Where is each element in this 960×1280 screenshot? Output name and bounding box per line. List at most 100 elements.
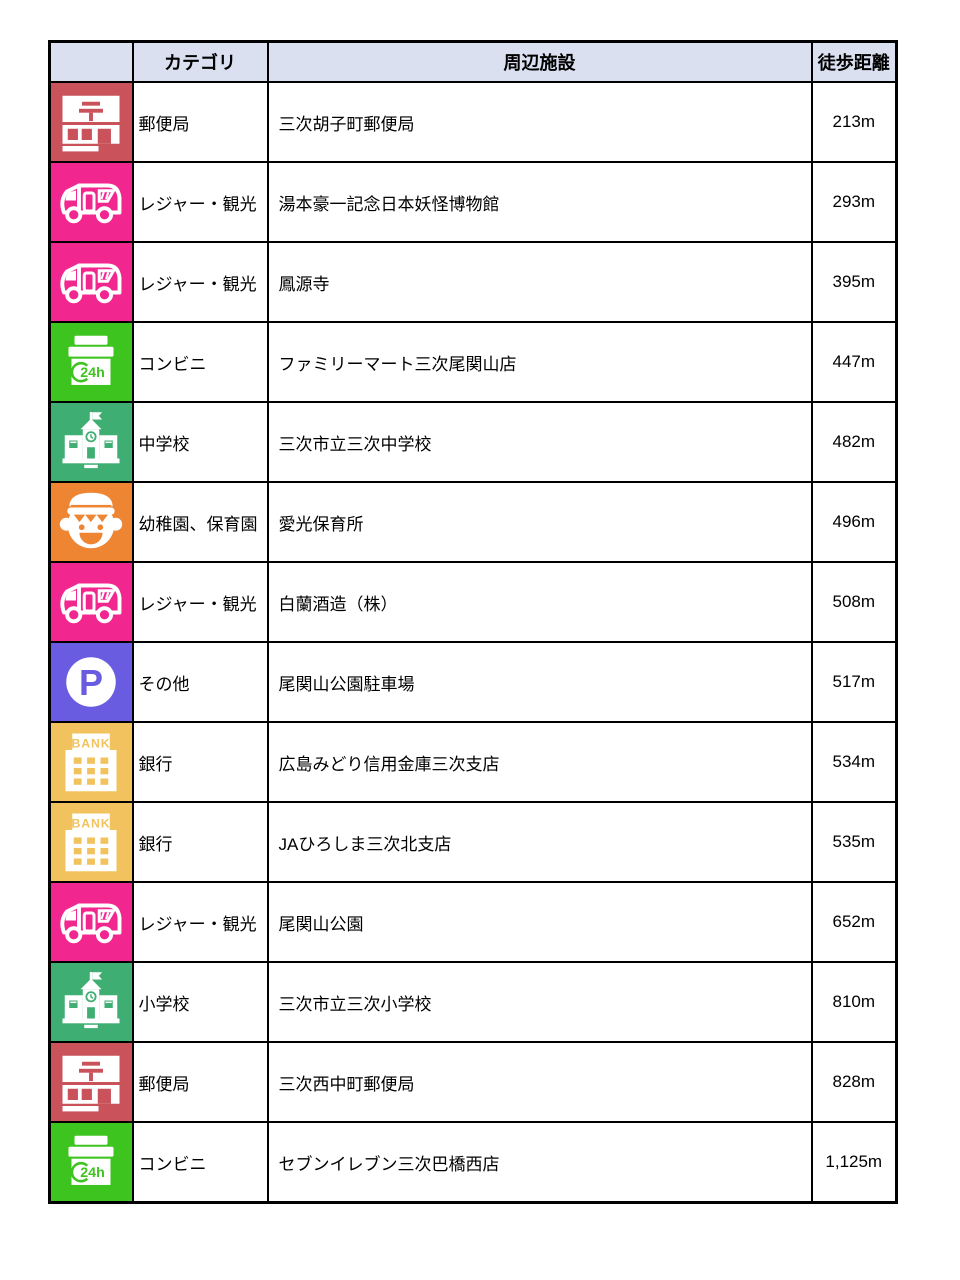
facility-name: セブンイレブン三次巴橋西店	[266, 1121, 813, 1204]
table-row: その他 尾関山公園駐車場 517m	[48, 641, 898, 723]
icon-use	[63, 972, 120, 1028]
icon-use	[67, 657, 117, 707]
table-row: コンビニ ファミリーマート三次尾関山店 447m	[48, 321, 898, 403]
facility-name: 三次胡子町郵便局	[266, 81, 813, 163]
category-label: 銀行	[131, 721, 269, 803]
icon-use	[69, 1136, 114, 1185]
header-distance: 徒歩距離	[810, 40, 898, 83]
category-icon-cell	[48, 801, 134, 883]
bank-icon	[54, 726, 128, 798]
kindergarten-child-icon	[54, 486, 128, 558]
category-icon-cell	[48, 721, 134, 803]
facility-name: 鳳源寺	[266, 241, 813, 323]
facility-table-body: 郵便局 三次胡子町郵便局 213m レジャー・観光 湯本豪一記念日本妖怪博物館 …	[48, 81, 898, 1204]
icon-use	[66, 814, 117, 872]
bank-icon	[54, 806, 128, 878]
category-label: レジャー・観光	[131, 241, 269, 323]
walk-distance: 447m	[810, 321, 898, 403]
facility-name: JAひろしま三次北支店	[266, 801, 813, 883]
category-icon-cell	[48, 641, 134, 723]
icon-use	[63, 412, 120, 468]
category-label: 中学校	[131, 401, 269, 483]
leisure-rv-icon	[54, 566, 128, 638]
table-row: 銀行 広島みどり信用金庫三次支店 534m	[48, 721, 898, 803]
icon-use	[69, 336, 114, 385]
school-icon	[54, 406, 128, 478]
walk-distance: 293m	[810, 161, 898, 243]
category-icon-cell	[48, 561, 134, 643]
category-icon-cell	[48, 1041, 134, 1123]
table-header-row: カテゴリ 周辺施設 徒歩距離	[48, 40, 898, 83]
category-icon-cell	[48, 881, 134, 963]
table-row: レジャー・観光 白蘭酒造（株） 508m	[48, 561, 898, 643]
facility-name: 湯本豪一記念日本妖怪博物館	[266, 161, 813, 243]
nearby-facilities-table-container: カテゴリ 周辺施設 徒歩距離 郵便局 三次胡子町郵便局 213m レジャー・観光…	[48, 40, 898, 1204]
convenience-store-24h-icon	[54, 1126, 128, 1198]
category-label: コンビニ	[131, 321, 269, 403]
table-row: 郵便局 三次西中町郵便局 828m	[48, 1041, 898, 1123]
table-row: 小学校 三次市立三次小学校 810m	[48, 961, 898, 1043]
walk-distance: 496m	[810, 481, 898, 563]
category-icon-cell	[48, 81, 134, 163]
icon-use	[66, 734, 117, 792]
table-row: 銀行 JAひろしま三次北支店 535m	[48, 801, 898, 883]
leisure-rv-icon	[54, 886, 128, 958]
category-label: 郵便局	[131, 1041, 269, 1123]
post-office-icon	[54, 1046, 128, 1118]
icon-use	[63, 1056, 120, 1112]
facility-name: 尾関山公園駐車場	[266, 641, 813, 723]
facility-name: 三次西中町郵便局	[266, 1041, 813, 1123]
table-row: レジャー・観光 鳳源寺 395m	[48, 241, 898, 323]
category-label: レジャー・観光	[131, 881, 269, 963]
post-office-icon	[54, 86, 128, 158]
facility-name: 三次市立三次中学校	[266, 401, 813, 483]
icon-use	[63, 906, 120, 942]
table-row: レジャー・観光 尾関山公園 652m	[48, 881, 898, 963]
facility-name: 尾関山公園	[266, 881, 813, 963]
icon-use	[63, 96, 120, 152]
icon-use	[63, 186, 120, 222]
walk-distance: 517m	[810, 641, 898, 723]
header-category: カテゴリ	[131, 40, 269, 83]
walk-distance: 828m	[810, 1041, 898, 1123]
header-facility: 周辺施設	[266, 40, 813, 83]
walk-distance: 810m	[810, 961, 898, 1043]
table-row: 幼稚園、保育園 愛光保育所 496m	[48, 481, 898, 563]
category-label: レジャー・観光	[131, 161, 269, 243]
category-icon-cell	[48, 241, 134, 323]
category-icon-cell	[48, 481, 134, 563]
facility-name: 三次市立三次小学校	[266, 961, 813, 1043]
category-label: コンビニ	[131, 1121, 269, 1204]
category-label: 郵便局	[131, 81, 269, 163]
walk-distance: 213m	[810, 81, 898, 163]
category-label: 幼稚園、保育園	[131, 481, 269, 563]
walk-distance: 652m	[810, 881, 898, 963]
facility-name: 愛光保育所	[266, 481, 813, 563]
walk-distance: 534m	[810, 721, 898, 803]
category-label: その他	[131, 641, 269, 723]
category-icon-cell	[48, 321, 134, 403]
nearby-facilities-table: カテゴリ 周辺施設 徒歩距離 郵便局 三次胡子町郵便局 213m レジャー・観光…	[48, 40, 898, 1204]
parking-icon	[54, 646, 128, 718]
icon-use	[63, 266, 120, 302]
facility-name: ファミリーマート三次尾関山店	[266, 321, 813, 403]
walk-distance: 508m	[810, 561, 898, 643]
walk-distance: 535m	[810, 801, 898, 883]
category-label: レジャー・観光	[131, 561, 269, 643]
convenience-store-24h-icon	[54, 326, 128, 398]
walk-distance: 1,125m	[810, 1121, 898, 1204]
leisure-rv-icon	[54, 246, 128, 318]
walk-distance: 395m	[810, 241, 898, 323]
category-icon-cell	[48, 161, 134, 243]
table-row: 郵便局 三次胡子町郵便局 213m	[48, 81, 898, 163]
leisure-rv-icon	[54, 166, 128, 238]
table-row: コンビニ セブンイレブン三次巴橋西店 1,125m	[48, 1121, 898, 1204]
facility-name: 白蘭酒造（株）	[266, 561, 813, 643]
walk-distance: 482m	[810, 401, 898, 483]
category-label: 銀行	[131, 801, 269, 883]
category-icon-cell	[48, 961, 134, 1043]
category-label: 小学校	[131, 961, 269, 1043]
header-icon-cell	[48, 40, 134, 83]
category-icon-cell	[48, 1121, 134, 1204]
facility-name: 広島みどり信用金庫三次支店	[266, 721, 813, 803]
